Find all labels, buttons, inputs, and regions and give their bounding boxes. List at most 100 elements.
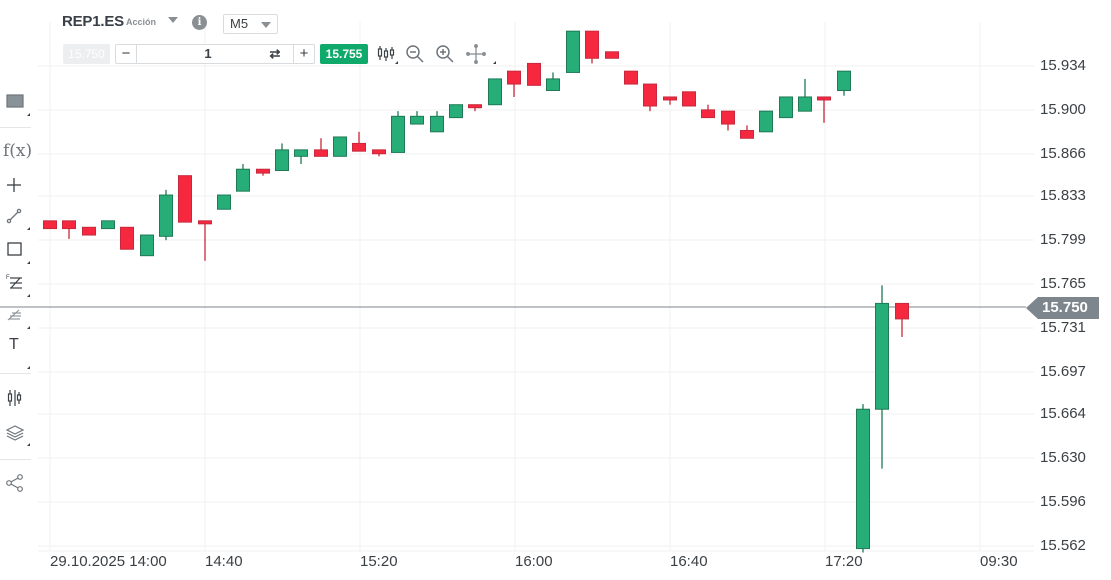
sidebar-divider (0, 373, 31, 374)
corner-indicator (27, 294, 30, 297)
bearish-candle[interactable] (352, 131, 366, 152)
fibonacci-icon[interactable]: F (3, 271, 30, 297)
chart-area-icon[interactable] (3, 90, 30, 116)
price-tick-label: 15.833 (1040, 187, 1086, 204)
bearish-candle[interactable] (721, 110, 735, 131)
bearish-candle[interactable] (372, 149, 386, 157)
time-tick-label: 29.10.2025 14:00 (50, 553, 167, 570)
price-tick-label: 15.934 (1040, 57, 1086, 74)
time-tick-label: 17:20 (825, 553, 863, 570)
time-tick-label: 16:40 (670, 553, 708, 570)
layers-icon[interactable] (3, 420, 30, 446)
bearish-candle[interactable] (62, 220, 76, 239)
increase-quantity-button[interactable]: + (293, 45, 314, 63)
bullish-candle[interactable] (779, 96, 793, 119)
symbol-dropdown-icon[interactable] (168, 17, 178, 23)
quantity-input[interactable]: 1 (204, 46, 212, 61)
swap-icon[interactable]: ⇄ (269, 46, 281, 61)
pan-icon[interactable] (465, 43, 496, 65)
bearish-candle[interactable] (817, 96, 831, 123)
bearish-candle[interactable] (178, 175, 192, 223)
bullish-candle[interactable] (837, 70, 851, 96)
chart-type-icon[interactable] (375, 43, 398, 65)
bullish-candle[interactable] (566, 30, 580, 73)
zoom-in-icon[interactable] (434, 43, 456, 65)
bearish-candle[interactable] (256, 168, 270, 176)
bearish-candle[interactable] (198, 220, 212, 261)
bearish-candle[interactable] (585, 30, 599, 64)
candles (43, 30, 909, 553)
bullish-candle[interactable] (101, 220, 115, 230)
current-price-tag: 15.750 (1038, 297, 1099, 319)
bullish-candle[interactable] (546, 72, 560, 92)
price-tick-label: 15.731 (1040, 319, 1086, 336)
bullish-candle[interactable] (410, 111, 424, 125)
decrease-quantity-button[interactable]: − (116, 45, 137, 63)
bullish-candle[interactable] (856, 404, 870, 553)
bullish-candle[interactable] (333, 136, 347, 157)
share-icon[interactable] (3, 471, 27, 495)
bearish-candle[interactable] (605, 51, 619, 59)
bearish-candle[interactable] (895, 302, 909, 337)
corner-indicator (27, 326, 30, 329)
sidebar-divider (0, 459, 31, 460)
bullish-candle[interactable] (294, 149, 308, 165)
bullish-candle[interactable] (140, 234, 154, 257)
timeframe-value: M5 (230, 16, 249, 31)
zoom-out-icon[interactable] (404, 43, 426, 65)
bearish-candle[interactable] (507, 70, 521, 97)
bearish-candle[interactable] (468, 104, 482, 112)
corner-indicator (27, 366, 30, 369)
bearish-candle[interactable] (120, 226, 134, 250)
bullish-candle[interactable] (236, 164, 250, 192)
corner-indicator (27, 113, 30, 116)
bearish-candle[interactable] (527, 62, 541, 86)
price-tick-label: 15.664 (1040, 405, 1086, 422)
bearish-candle[interactable] (682, 91, 696, 107)
bullish-candle[interactable] (798, 78, 812, 112)
bearish-candle[interactable] (740, 125, 754, 139)
bearish-candle[interactable] (701, 104, 715, 119)
time-tick-label: 16:00 (515, 553, 553, 570)
buy-price-button[interactable]: 15.755 (320, 44, 368, 64)
crosshair-icon[interactable] (3, 173, 27, 197)
indicators-icon[interactable]: f(x) (3, 141, 33, 161)
sidebar-divider (0, 127, 31, 128)
bullish-candle[interactable] (391, 111, 405, 153)
trendline-icon[interactable] (3, 204, 30, 230)
bearish-candle[interactable] (82, 226, 96, 236)
price-tick-label: 15.562 (1040, 537, 1086, 554)
grid-lines (38, 22, 1034, 552)
price-tick-label: 15.765 (1040, 275, 1086, 292)
bullish-candle[interactable] (217, 194, 231, 210)
sell-price-button[interactable]: 15.750 (63, 44, 110, 64)
symbol-name[interactable]: REP1.ES (62, 13, 124, 30)
bullish-candle[interactable] (759, 110, 773, 133)
price-tick-label: 15.866 (1040, 145, 1086, 162)
price-tick-label: 15.697 (1040, 363, 1086, 380)
info-icon[interactable]: i (192, 15, 207, 30)
price-tick-label: 15.596 (1040, 493, 1086, 510)
bearish-candle[interactable] (43, 220, 57, 230)
bullish-candle[interactable] (430, 111, 444, 133)
bearish-candle[interactable] (314, 138, 328, 157)
text-icon[interactable]: T (9, 336, 19, 353)
pitchfork-icon[interactable] (3, 303, 30, 329)
svg-text:F: F (6, 275, 10, 281)
bearish-candle[interactable] (624, 70, 638, 85)
bearish-candle[interactable] (663, 96, 677, 105)
price-tick-label: 15.799 (1040, 231, 1086, 248)
bullish-candle[interactable] (159, 189, 173, 241)
rectangle-icon[interactable] (3, 237, 30, 264)
bullish-candle[interactable] (488, 78, 502, 106)
bullish-candle[interactable] (875, 285, 889, 469)
time-tick-label: 15:20 (360, 553, 398, 570)
bullish-candle[interactable] (275, 143, 289, 172)
candles-icon[interactable] (3, 386, 27, 410)
bullish-candle[interactable] (449, 104, 463, 119)
timeframe-select[interactable]: M5 (223, 14, 278, 34)
bearish-candle[interactable] (643, 83, 657, 112)
corner-indicator (27, 261, 30, 264)
